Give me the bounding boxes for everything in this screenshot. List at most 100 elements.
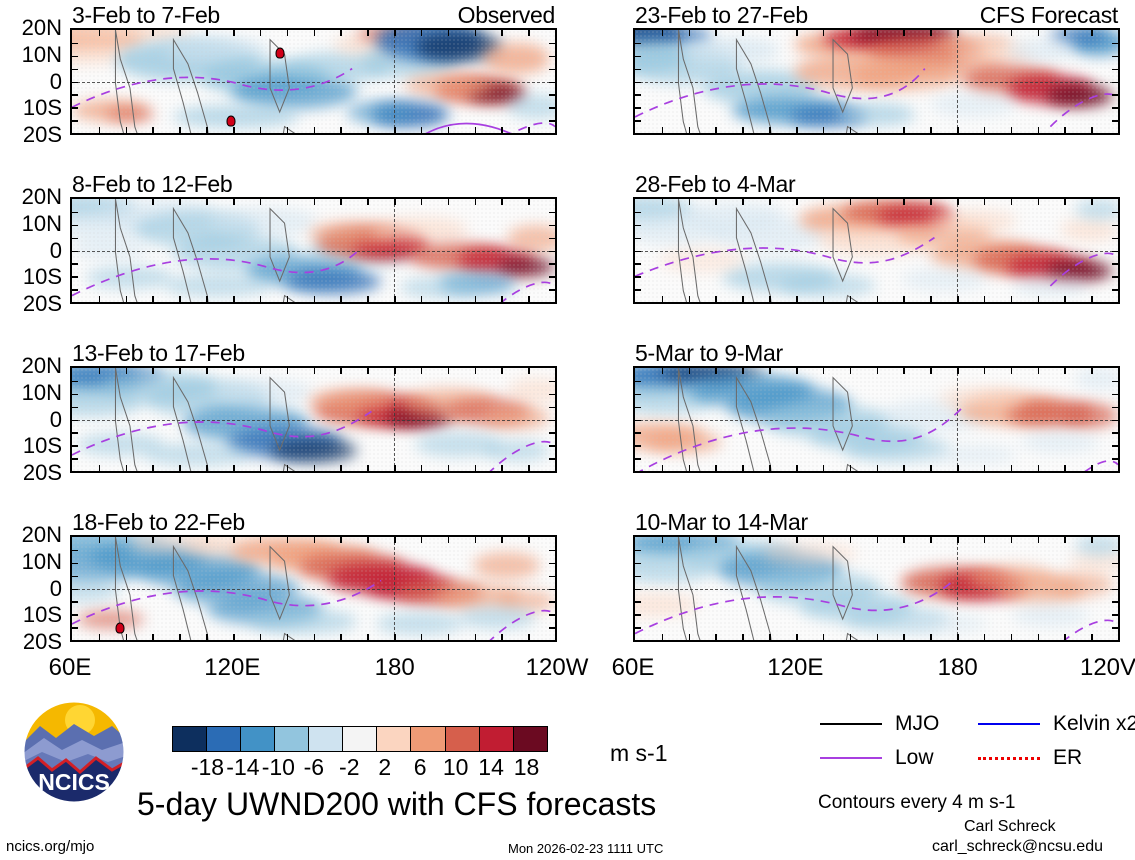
column-header: Observed xyxy=(457,2,556,28)
colorbar-tick-label: 14 xyxy=(478,754,504,780)
equator-line xyxy=(635,250,1118,252)
colorbar-swatch xyxy=(240,726,276,752)
panel-observed-4: 18-Feb to 22-Feb xyxy=(70,509,557,642)
colorbar-tick-label: 6 xyxy=(413,754,427,780)
colorbar-tick-label: -14 xyxy=(226,754,260,780)
colorbar-tick-label: -10 xyxy=(261,754,295,780)
y-axis-label: 0 xyxy=(49,237,62,263)
y-axis-label: 0 xyxy=(49,68,62,94)
colorbar-swatch xyxy=(172,726,208,752)
figure-main-title: 5-day UWND200 with CFS forecasts xyxy=(137,786,657,822)
panel-forecast-1: 23-Feb to 27-Feb CFS Forecast xyxy=(633,2,1120,135)
x-axis-label: 120E xyxy=(204,654,261,681)
panel-title: 28-Feb to 4-Mar xyxy=(635,171,796,197)
dateline-marker xyxy=(393,199,395,302)
y-axis-label: 10N xyxy=(21,379,62,405)
x-axis-label: 180 xyxy=(374,654,415,681)
panel-title: 23-Feb to 27-Feb xyxy=(635,2,808,28)
x-axis-label: 120W xyxy=(525,654,589,681)
equator-line xyxy=(635,419,1118,421)
contours-note: Contours every 4 m s-1 xyxy=(818,792,1016,813)
map-plot-area xyxy=(70,28,557,135)
tropical-cyclone-marker xyxy=(226,115,236,127)
colorbar-swatch xyxy=(274,726,310,752)
legend-label: Kelvin x2 xyxy=(1053,712,1135,735)
coastline-overlay xyxy=(72,368,555,471)
legend-label: Low xyxy=(895,746,934,769)
colorbar-swatch xyxy=(376,726,412,752)
dateline-marker xyxy=(956,30,958,133)
map-plot-area xyxy=(633,535,1120,642)
wave-contour-overlay xyxy=(635,537,1118,640)
wave-contour-overlay xyxy=(72,368,555,471)
y-axis-label: 0 xyxy=(49,406,62,432)
panel-observed-2: 8-Feb to 12-Feb xyxy=(70,171,557,304)
legend-line-icon xyxy=(978,756,1040,760)
y-axis-label: 20N xyxy=(21,353,62,378)
panel-title: 5-Mar to 9-Mar xyxy=(635,340,783,366)
legend-label: ER xyxy=(1053,746,1083,769)
legend-item-mjo: MJO xyxy=(820,712,939,736)
panel-observed-1: 3-Feb to 7-Feb Observed xyxy=(70,2,557,135)
y-axis-label: 0 xyxy=(49,575,62,601)
y-axis-label: 10S xyxy=(22,264,62,290)
equator-line xyxy=(635,81,1118,83)
panel-title: 3-Feb to 7-Feb xyxy=(72,2,220,28)
colorbar-tick-label: -2 xyxy=(339,754,360,780)
dateline-marker xyxy=(393,537,395,640)
x-axis-label: 120E xyxy=(767,654,824,681)
x-axis-label: 180 xyxy=(937,654,978,681)
y-axis-label: 20N xyxy=(21,522,62,547)
legend-line-icon xyxy=(978,723,1040,725)
dateline-marker xyxy=(393,368,395,471)
dateline-marker xyxy=(393,30,395,133)
panel-title: 8-Feb to 12-Feb xyxy=(72,171,233,197)
colorbar-tick-label: -6 xyxy=(303,754,325,780)
svg-text:NCICS: NCICS xyxy=(38,769,110,795)
site-url: ncics.org/mjo xyxy=(6,838,95,855)
map-plot-area xyxy=(70,535,557,642)
colorbar: -18 -14 -10 -6 -2 2 6 10 14 18 xyxy=(172,726,562,780)
colorbar-swatch xyxy=(478,726,515,752)
y-axis-label: 10S xyxy=(22,602,62,628)
map-plot-area xyxy=(70,197,557,304)
map-plot-area xyxy=(633,197,1120,304)
legend-item-er: ER xyxy=(978,746,1082,770)
colorbar-swatch xyxy=(444,726,480,752)
y-axis-label: 20S xyxy=(22,460,62,485)
colorbar-tick-label: -18 xyxy=(190,754,225,780)
tropical-cyclone-marker xyxy=(115,622,125,634)
legend-label: MJO xyxy=(895,712,940,735)
map-plot-area xyxy=(633,28,1120,135)
x-axis-label: 120V xyxy=(1079,654,1135,681)
generation-timestamp: Mon 2026-02-23 1111 UTC xyxy=(508,841,664,856)
colorbar-tick-label: 18 xyxy=(513,754,540,780)
y-axis-label: 10N xyxy=(21,210,62,236)
legend-item-low: Low xyxy=(820,746,934,770)
coastline-overlay xyxy=(635,30,1118,133)
legend-line-icon xyxy=(820,757,882,759)
colorbar-swatch xyxy=(206,726,242,752)
author-name: Carl Schreck xyxy=(964,818,1056,835)
y-axis-label: 20N xyxy=(21,184,62,209)
wave-contour-overlay xyxy=(72,537,555,640)
panel-title: 18-Feb to 22-Feb xyxy=(72,509,245,535)
panel-title: 10-Mar to 14-Mar xyxy=(635,509,808,535)
dateline-marker xyxy=(956,199,958,302)
legend-line-icon xyxy=(820,723,882,725)
wave-contour-overlay xyxy=(635,368,1118,471)
y-axis-label: 10N xyxy=(21,41,62,67)
coastline-overlay xyxy=(635,199,1118,302)
equator-line xyxy=(72,250,555,252)
x-axis-label: 60E xyxy=(48,654,92,681)
colorbar-swatch xyxy=(512,726,549,752)
wave-contour-overlay xyxy=(72,199,555,302)
colorbar-tick-label: 10 xyxy=(442,754,469,780)
panel-title: 13-Feb to 17-Feb xyxy=(72,340,245,366)
wave-contour-overlay xyxy=(72,30,555,133)
map-plot-area xyxy=(70,366,557,473)
dateline-marker xyxy=(956,368,958,471)
equator-line xyxy=(72,81,555,83)
y-axis-label: 20S xyxy=(22,291,62,316)
